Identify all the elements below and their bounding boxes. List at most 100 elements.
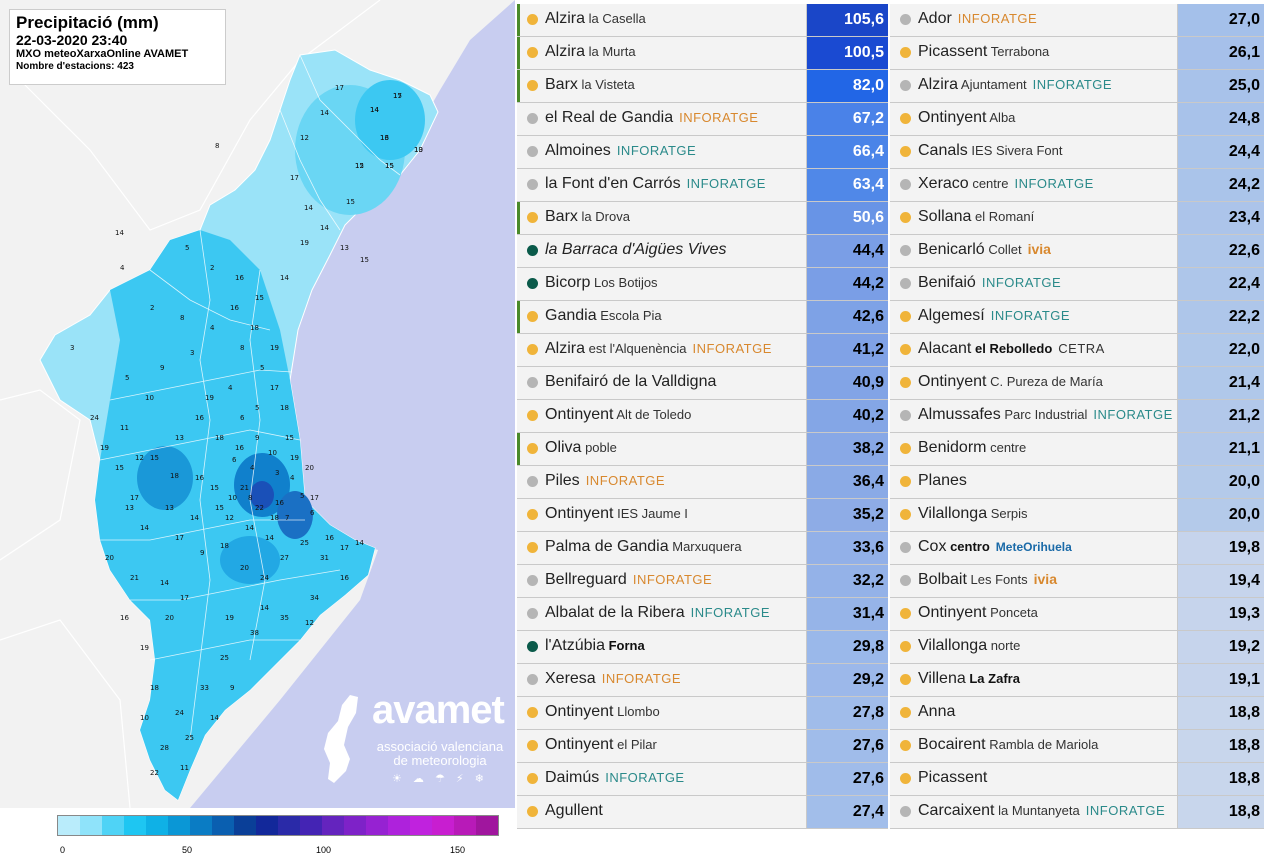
ranking-row[interactable]: Vilallonga Serpis 20,0 — [890, 499, 1264, 532]
ranking-row[interactable]: Villena La Zafra 19,1 — [890, 664, 1264, 697]
station-label[interactable]: Benicarló Collet ivia — [918, 241, 1051, 259]
station-label[interactable]: Ontinyent el Pilar — [545, 736, 657, 754]
ranking-row[interactable]: Bicorp Los Botijos 44,2 — [517, 268, 888, 301]
station-label[interactable]: Anna — [918, 703, 955, 721]
station-label[interactable]: Alzira la Casella — [545, 10, 646, 28]
ranking-row[interactable]: Ontinyent Ponceta 19,3 — [890, 598, 1264, 631]
station-label[interactable]: Barx la Drova — [545, 208, 630, 226]
ranking-row[interactable]: Cox centro MeteOrihuela 19,8 — [890, 532, 1264, 565]
ranking-row[interactable]: Algemesí INFORATGE 22,2 — [890, 301, 1264, 334]
ranking-row[interactable]: Xeraco centre INFORATGE 24,2 — [890, 169, 1264, 202]
station-label[interactable]: la Font d'en Carrós INFORATGE — [545, 175, 766, 193]
station-label[interactable]: Benifairó de la Valldigna — [545, 373, 716, 391]
station-label[interactable]: Alzira est l'Alquenència INFORATGE — [545, 340, 772, 358]
ranking-row[interactable]: Barx la Drova 50,6 — [517, 202, 888, 235]
ranking-row[interactable]: Ontinyent C. Pureza de María 21,4 — [890, 367, 1264, 400]
station-label[interactable]: Vilallonga Serpis — [918, 505, 1028, 523]
ranking-row[interactable]: la Barraca d'Aigües Vives 44,4 — [517, 235, 888, 268]
ranking-row[interactable]: Daimús INFORATGE 27,6 — [517, 763, 888, 796]
station-label[interactable]: l'Atzúbia Forna — [545, 637, 645, 655]
ranking-row[interactable]: Ontinyent Alba 24,8 — [890, 103, 1264, 136]
ranking-row[interactable]: Barx la Visteta 82,0 — [517, 70, 888, 103]
station-label[interactable]: Bocairent Rambla de Mariola — [918, 736, 1098, 754]
ranking-row[interactable]: Anna 18,8 — [890, 697, 1264, 730]
ranking-row[interactable]: Alzira Ajuntament INFORATGE 25,0 — [890, 70, 1264, 103]
ranking-row[interactable]: Ontinyent el Pilar 27,6 — [517, 730, 888, 763]
station-label[interactable]: Ontinyent IES Jaume I — [545, 505, 688, 523]
ranking-row[interactable]: Vilallonga norte 19,2 — [890, 631, 1264, 664]
station-label[interactable]: Sollana el Romaní — [918, 208, 1034, 226]
station-label[interactable]: Oliva poble — [545, 439, 617, 457]
station-label[interactable]: Alzira la Murta — [545, 43, 636, 61]
station-label[interactable]: Cox centro MeteOrihuela — [918, 538, 1072, 556]
station-label[interactable]: Alacant el Rebolledo CETRA — [918, 340, 1105, 358]
station-label[interactable]: Alzira Ajuntament INFORATGE — [918, 76, 1112, 94]
ranking-row[interactable]: Oliva poble 38,2 — [517, 433, 888, 466]
ranking-row[interactable]: Ontinyent Llombo 27,8 — [517, 697, 888, 730]
ranking-row[interactable]: Albalat de la Ribera INFORATGE 31,4 — [517, 598, 888, 631]
station-label[interactable]: Piles INFORATGE — [545, 472, 665, 490]
station-label[interactable]: Almoines INFORATGE — [545, 142, 696, 160]
station-label[interactable]: Planes — [918, 472, 967, 490]
ranking-row[interactable]: Picassent 18,8 — [890, 763, 1264, 796]
station-label[interactable]: Xeraco centre INFORATGE — [918, 175, 1094, 193]
ranking-row[interactable]: Agullent 27,4 — [517, 796, 888, 829]
ranking-row[interactable]: Planes 20,0 — [890, 466, 1264, 499]
ranking-row[interactable]: Alzira est l'Alquenència INFORATGE 41,2 — [517, 334, 888, 367]
station-label[interactable]: Almussafes Parc Industrial INFORATGE — [918, 406, 1173, 424]
station-label[interactable]: el Real de Gandia INFORATGE — [545, 109, 758, 127]
ranking-row[interactable]: Benifaió INFORATGE 22,4 — [890, 268, 1264, 301]
station-label[interactable]: Ontinyent C. Pureza de María — [918, 373, 1103, 391]
ranking-row[interactable]: Bolbait Les Fonts ivia 19,4 — [890, 565, 1264, 598]
ranking-row[interactable]: Ador INFORATGE 27,0 — [890, 4, 1264, 37]
station-label[interactable]: Daimús INFORATGE — [545, 769, 685, 787]
ranking-row[interactable]: Bellreguard INFORATGE 32,2 — [517, 565, 888, 598]
station-label[interactable]: Algemesí INFORATGE — [918, 307, 1070, 325]
station-label[interactable]: Ontinyent Llombo — [545, 703, 660, 721]
ranking-row[interactable]: Gandia Escola Pia 42,6 — [517, 301, 888, 334]
ranking-row[interactable]: Picassent Terrabona 26,1 — [890, 37, 1264, 70]
station-label[interactable]: Ontinyent Alba — [918, 109, 1015, 127]
station-label[interactable]: Picassent Terrabona — [918, 43, 1049, 61]
station-label[interactable]: Benidorm centre — [918, 439, 1026, 457]
station-label[interactable]: Gandia Escola Pia — [545, 307, 662, 325]
ranking-row[interactable]: Benidorm centre 21,1 — [890, 433, 1264, 466]
ranking-row[interactable]: Alzira la Murta 100,5 — [517, 37, 888, 70]
ranking-row[interactable]: Canals IES Sivera Font 24,4 — [890, 136, 1264, 169]
station-label[interactable]: Ontinyent Ponceta — [918, 604, 1038, 622]
ranking-row[interactable]: Palma de Gandia Marxuquera 33,6 — [517, 532, 888, 565]
station-label[interactable]: Benifaió INFORATGE — [918, 274, 1061, 292]
ranking-row[interactable]: la Font d'en Carrós INFORATGE 63,4 — [517, 169, 888, 202]
ranking-row[interactable]: l'Atzúbia Forna 29,8 — [517, 631, 888, 664]
station-label[interactable]: Villena La Zafra — [918, 670, 1020, 688]
station-label[interactable]: Carcaixent la Muntanyeta INFORATGE — [918, 802, 1165, 820]
station-label[interactable]: Bicorp Los Botijos — [545, 274, 658, 292]
ranking-row[interactable]: Ontinyent IES Jaume I 35,2 — [517, 499, 888, 532]
station-label[interactable]: Vilallonga norte — [918, 637, 1020, 655]
station-label[interactable]: Xeresa INFORATGE — [545, 670, 681, 688]
station-label[interactable]: Picassent — [918, 769, 987, 787]
ranking-row[interactable]: Almussafes Parc Industrial INFORATGE 21,2 — [890, 400, 1264, 433]
station-label[interactable]: Ador INFORATGE — [918, 10, 1037, 28]
station-label[interactable]: Barx la Visteta — [545, 76, 635, 94]
station-label[interactable]: Canals IES Sivera Font — [918, 142, 1062, 160]
ranking-row[interactable]: Carcaixent la Muntanyeta INFORATGE 18,8 — [890, 796, 1264, 829]
ranking-row[interactable]: Ontinyent Alt de Toledo 40,2 — [517, 400, 888, 433]
ranking-row[interactable]: Benifairó de la Valldigna 40,9 — [517, 367, 888, 400]
ranking-row[interactable]: Almoines INFORATGE 66,4 — [517, 136, 888, 169]
ranking-row[interactable]: Bocairent Rambla de Mariola 18,8 — [890, 730, 1264, 763]
station-label[interactable]: Palma de Gandia Marxuquera — [545, 538, 742, 556]
ranking-row[interactable]: Xeresa INFORATGE 29,2 — [517, 664, 888, 697]
ranking-row[interactable]: Alzira la Casella 105,6 — [517, 4, 888, 37]
station-label[interactable]: la Barraca d'Aigües Vives — [545, 241, 727, 259]
ranking-row[interactable]: Alacant el Rebolledo CETRA 22,0 — [890, 334, 1264, 367]
station-label[interactable]: Bolbait Les Fonts ivia — [918, 571, 1057, 589]
ranking-row[interactable]: Benicarló Collet ivia 22,6 — [890, 235, 1264, 268]
station-label[interactable]: Ontinyent Alt de Toledo — [545, 406, 691, 424]
ranking-row[interactable]: Sollana el Romaní 23,4 — [890, 202, 1264, 235]
ranking-row[interactable]: el Real de Gandia INFORATGE 67,2 — [517, 103, 888, 136]
station-label[interactable]: Bellreguard INFORATGE — [545, 571, 712, 589]
station-label[interactable]: Albalat de la Ribera INFORATGE — [545, 604, 770, 622]
ranking-row[interactable]: Piles INFORATGE 36,4 — [517, 466, 888, 499]
station-label[interactable]: Agullent — [545, 802, 603, 820]
